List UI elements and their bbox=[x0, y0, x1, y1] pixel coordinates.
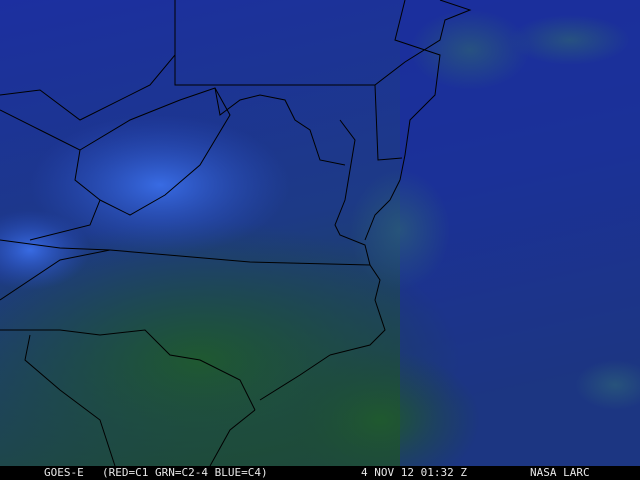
de-boundary bbox=[374, 84, 403, 161]
cloud-patch-west bbox=[0, 210, 90, 290]
caption-bar: GOES-E (RED=C1 GRN=C2-4 BLUE=C4) 4 NOV 1… bbox=[0, 466, 640, 480]
datetime-label: 4 NOV 12 01:32 Z bbox=[361, 466, 467, 479]
sc-coast bbox=[209, 409, 256, 466]
sc-ga-boundary bbox=[24, 334, 116, 466]
state-boundaries bbox=[0, 0, 472, 466]
wv-boundary-east bbox=[79, 87, 231, 216]
credit-label: NASA LARC bbox=[530, 466, 590, 479]
nc-sc-boundary bbox=[0, 329, 256, 411]
wv-boundary-west bbox=[0, 109, 101, 241]
tn-boundary bbox=[0, 249, 111, 301]
haze-offshore bbox=[510, 15, 630, 65]
cloud-band bbox=[30, 115, 290, 255]
nc-coast bbox=[259, 354, 331, 401]
haze-northeast bbox=[410, 10, 530, 90]
coastal-haze bbox=[350, 170, 450, 290]
chesapeake-coast bbox=[329, 119, 386, 356]
pa-boundary bbox=[174, 0, 472, 86]
haze-southeast bbox=[575, 360, 640, 410]
coastal-clear-area bbox=[280, 350, 480, 466]
channel-composite-label: (RED=C1 GRN=C2-4 BLUE=C4) bbox=[102, 466, 268, 479]
delmarva-coast bbox=[364, 179, 401, 241]
satellite-map bbox=[0, 0, 640, 466]
nj-boundary bbox=[394, 0, 441, 181]
oh-boundary bbox=[0, 0, 176, 121]
satellite-label: GOES-E bbox=[44, 466, 84, 479]
